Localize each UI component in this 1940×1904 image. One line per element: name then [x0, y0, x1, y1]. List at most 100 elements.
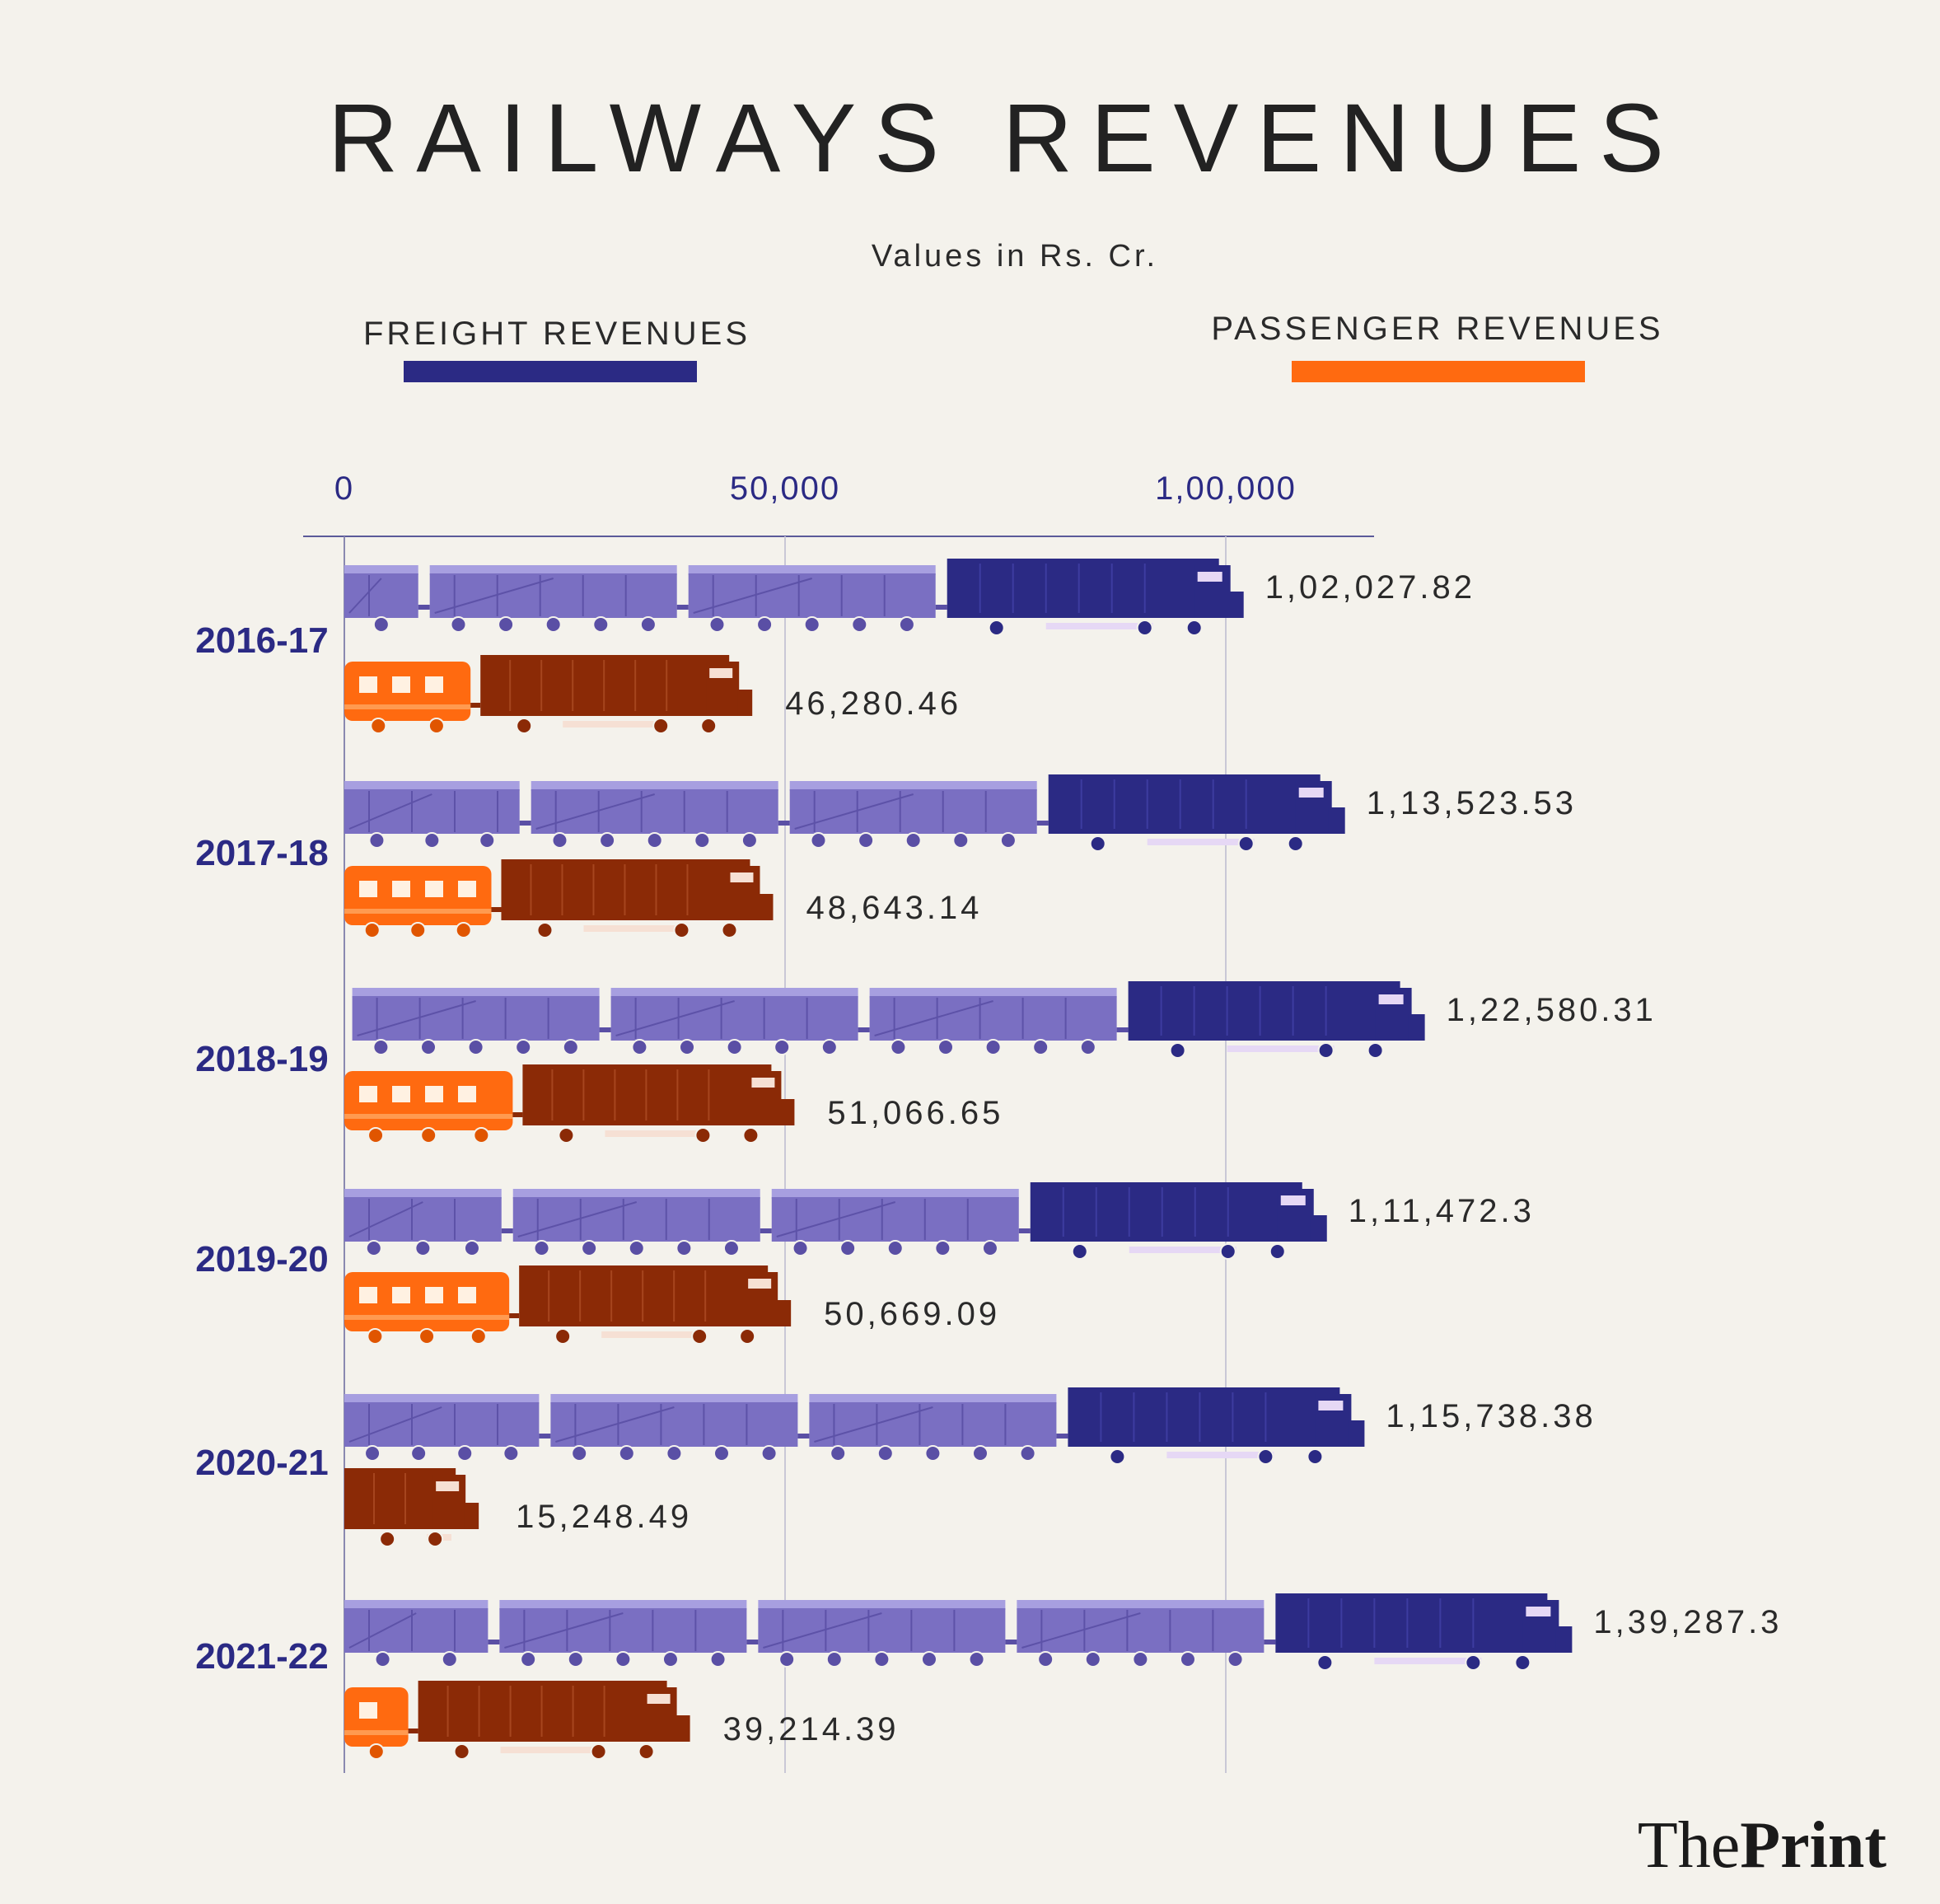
passenger-coach-window: [458, 1086, 476, 1102]
freight-bar-2017-18: 1,13,523.53: [344, 774, 1577, 852]
freight-wagon-wheel: [675, 1240, 693, 1256]
freight-wagon-wheel: [1019, 1445, 1036, 1462]
category-label-3: 2019-20: [195, 1239, 328, 1279]
passenger-coach-stripe: [344, 704, 471, 709]
freight-wagon-body: [531, 789, 778, 834]
passenger-engine-wheel: [536, 922, 554, 938]
freight-engine-wheel: [988, 620, 1005, 636]
freight-wagon-wheel: [372, 616, 390, 633]
passenger-engine-wheel: [691, 1328, 708, 1345]
freight-wagon-wheel: [631, 1039, 648, 1055]
freight-coupler: [676, 605, 689, 610]
freight-wagon-wheel: [364, 1445, 381, 1462]
freight-wagon-wheel: [571, 1445, 588, 1462]
passenger-engine-window: [730, 872, 754, 882]
passenger-coupler: [408, 1729, 418, 1733]
passenger-engine-wheel: [721, 922, 738, 938]
freight-wagon-roof: [550, 1394, 798, 1404]
passenger-coach-stripe: [344, 1730, 409, 1735]
passenger-engine-wheel: [652, 718, 670, 734]
freight-wagon-brace: [535, 793, 655, 830]
passenger-engine-wheel: [558, 1127, 575, 1144]
passenger-coach-wheel: [367, 1743, 385, 1760]
freight-wagon-wheel: [792, 1240, 809, 1256]
freight-wagon-wheel: [515, 1039, 532, 1055]
freight-value-label-2021-22: 1,39,287.3: [1593, 1604, 1782, 1640]
passenger-coach-wheel: [418, 1328, 436, 1345]
freight-wagon-body: [758, 1608, 1006, 1653]
freight-wagon-wheel: [420, 1039, 437, 1055]
freight-wagon-wheel: [851, 616, 868, 633]
freight-engine-tank: [1129, 1247, 1236, 1253]
freight-wagon-brace: [555, 1406, 675, 1443]
freight-coupler: [501, 1228, 513, 1233]
freight-wagon-wheel: [877, 1445, 894, 1462]
freight-wagon-brace: [517, 1201, 638, 1237]
freight-wagon-wheel: [1179, 1651, 1196, 1668]
freight-wagon-wheel: [615, 1651, 632, 1668]
freight-wagon-body: [352, 996, 600, 1041]
freight-engine-body: [1128, 981, 1400, 1041]
passenger-coach-window: [359, 1702, 377, 1719]
freight-wagon-roof: [1017, 1600, 1265, 1610]
freight-coupler: [935, 605, 947, 610]
freight-wagon-wheel: [661, 1651, 679, 1668]
passenger-coach-window: [359, 1287, 377, 1303]
freight-wagon-roof: [499, 1600, 747, 1610]
freight-engine-nose: [1555, 1626, 1573, 1653]
freight-engine-nose: [1227, 592, 1244, 618]
freight-value-label-2017-18: 1,13,523.53: [1367, 785, 1577, 821]
passenger-engine-wheel: [700, 718, 718, 734]
freight-wagon-wheel: [498, 616, 515, 633]
freight-wagon-wheel: [898, 616, 915, 633]
passenger-bar-2020-21: 15,248.49: [344, 1468, 692, 1547]
passenger-coach-window: [425, 676, 443, 693]
passenger-engine-nose: [758, 894, 774, 920]
passenger-engine-window: [751, 1078, 775, 1088]
freight-engine-tank: [1374, 1658, 1482, 1664]
passenger-value-label-2018-19: 51,066.65: [827, 1095, 1003, 1131]
passenger-engine-window: [436, 1481, 460, 1491]
passenger-coach-wheel: [470, 1328, 487, 1345]
passenger-coach-window: [392, 881, 410, 897]
freight-wagon-wheel: [479, 832, 496, 849]
legend-passenger-label: PASSENGER REVENUES: [1211, 311, 1663, 347]
freight-wagon-brace: [763, 1612, 882, 1649]
passenger-value-label-2020-21: 15,248.49: [516, 1499, 692, 1535]
freight-wagon-wheel: [726, 1039, 743, 1055]
freight-wagon-wheel: [756, 616, 774, 633]
freight-coupler: [488, 1640, 500, 1644]
freight-engine-window: [1318, 1401, 1344, 1410]
freight-wagon-wheel: [456, 1445, 474, 1462]
passenger-coach-wheel: [370, 718, 387, 734]
freight-wagon-roof: [344, 781, 520, 791]
freight-wagon-wheel: [709, 1651, 727, 1668]
freight-wagon-brace: [348, 1201, 423, 1237]
bars: 1,02,027.82 46,280.46 1,13,523.53 48,643.14…: [344, 559, 1782, 1760]
freight-wagon-brace: [794, 793, 914, 830]
freight-wagon-wheel: [599, 832, 616, 849]
freight-engine-wheel: [1185, 620, 1203, 636]
freight-bar-2021-22: 1,39,287.3: [344, 1593, 1782, 1671]
passenger-value-label-2017-18: 48,643.14: [806, 890, 982, 926]
freight-wagon-wheel: [1227, 1651, 1244, 1668]
freight-wagon-roof: [344, 1394, 540, 1404]
freight-wagon-roof: [758, 1600, 1006, 1610]
freight-coupler: [418, 605, 430, 610]
freight-wagon-body: [344, 1197, 502, 1242]
freight-engine-wheel: [1465, 1654, 1482, 1671]
freight-coupler: [1116, 1027, 1129, 1032]
freight-engine-window: [1526, 1607, 1551, 1616]
passenger-bar-2016-17: 46,280.46: [344, 655, 958, 734]
freight-bar-2018-19: 1,22,580.31: [352, 981, 1653, 1059]
freight-wagon-wheel: [825, 1651, 843, 1668]
passenger-coupler: [509, 1313, 520, 1318]
freight-engine-wheel: [1269, 1243, 1286, 1260]
freight-value-label-2020-21: 1,15,738.38: [1386, 1398, 1596, 1434]
freight-wagon-wheel: [450, 616, 467, 633]
passenger-coach-window: [425, 1086, 443, 1102]
freight-wagon-brace: [348, 1612, 417, 1649]
freight-engine-tank: [1227, 1046, 1335, 1052]
passenger-coach-wheel: [473, 1127, 490, 1144]
passenger-engine-tank: [605, 1130, 704, 1137]
